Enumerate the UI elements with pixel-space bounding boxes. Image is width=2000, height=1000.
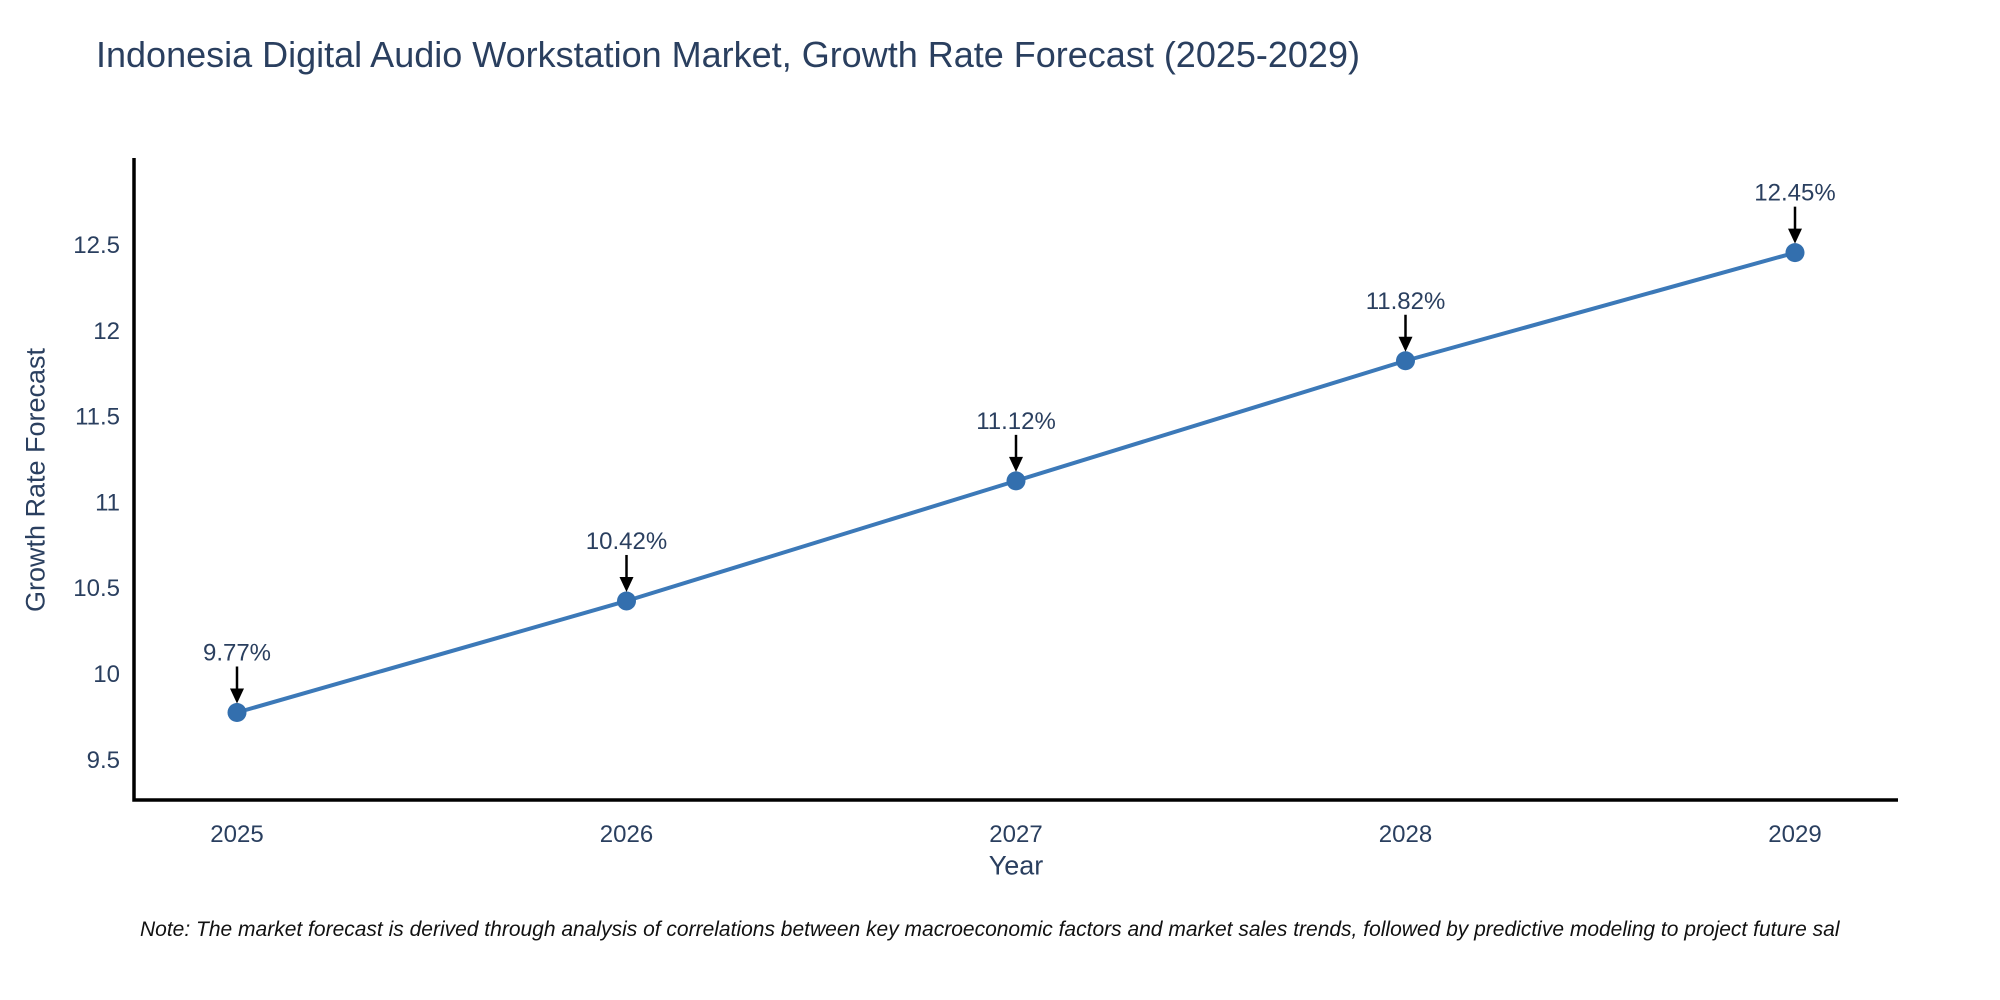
y-tick-label: 9.5 [87,747,120,774]
data-point-marker [1785,243,1805,263]
data-point-marker [227,702,247,722]
y-tick-label: 11.5 [75,404,120,431]
annotation-label: 11.12% [976,408,1056,435]
annotation-arrow-head [1788,228,1802,244]
y-tick-label: 11 [95,489,120,516]
annotation-arrow-head [230,688,244,704]
annotation-label: 12.45% [1754,180,1835,207]
annotation-label: 9.77% [203,639,271,666]
data-point-marker [1396,351,1415,371]
annotation-arrow-head [619,576,634,592]
x-tick-label: 2029 [1768,821,1821,848]
y-tick-label: 12 [93,318,120,345]
x-tick-label: 2025 [210,821,263,848]
annotation-arrow-head [1009,456,1023,472]
x-axis-title: Year [988,850,1044,881]
annotation-label: 11.82% [1366,288,1446,315]
data-point-marker [1006,471,1026,491]
footnote: Note: The market forecast is derived thr… [140,918,1840,941]
chart-title: Indonesia Digital Audio Workstation Mark… [96,34,1360,75]
x-tick-label: 2028 [1379,821,1432,848]
annotation-label: 10.42% [586,528,667,555]
y-tick-label: 12.5 [73,232,120,259]
x-tick-label: 2027 [989,821,1042,848]
data-point-marker [617,591,636,611]
x-tick-label: 2026 [600,821,653,848]
y-tick-label: 10.5 [73,575,120,602]
y-tick-label: 10 [93,661,120,688]
annotation-arrow-head [1398,336,1413,352]
axis-lines [132,158,1898,802]
